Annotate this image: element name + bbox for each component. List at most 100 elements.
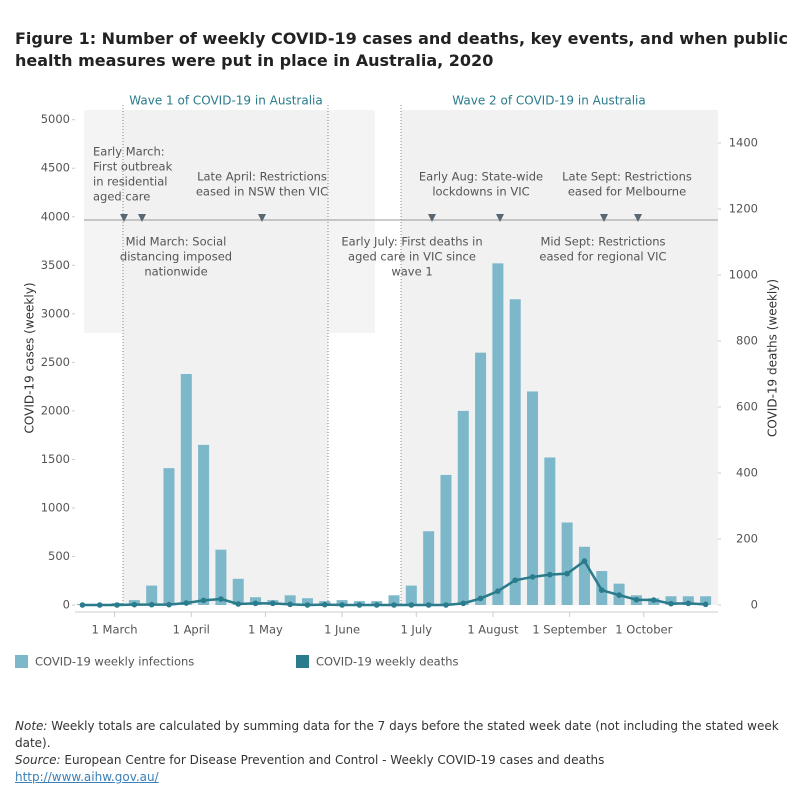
point [495,588,501,594]
point [287,601,293,608]
source-text: European Centre for Disease Prevention a… [64,753,605,767]
point [598,587,605,593]
point [443,602,449,608]
bar [665,596,677,605]
point [529,574,536,580]
event-marker [120,214,128,222]
event-marker [258,214,266,222]
point [131,601,138,608]
point [581,558,588,564]
wave-1-area [123,110,328,605]
y2-tick-label: 200 [736,532,758,546]
point [356,602,363,608]
point [148,601,155,608]
footer: Note: Weekly totals are calculated by su… [15,718,800,786]
y-tick-label: 5000 [41,112,70,126]
source: Source: European Centre for Disease Prev… [15,752,800,769]
bar [578,546,590,605]
point [702,601,709,608]
point [321,601,328,608]
point [270,600,276,607]
source-label: Source: [15,753,61,767]
point [339,602,345,608]
y-tick-label: 1000 [41,500,70,514]
y2-tick-label: 1200 [729,202,758,216]
point [616,592,622,598]
bar [509,299,521,605]
point [79,602,86,608]
point [564,570,570,577]
annotation: aged care in VIC since [348,250,476,264]
bar [561,522,573,605]
y-tick-label: 3500 [41,258,70,272]
point [166,601,172,608]
event-marker [634,214,642,222]
point [512,577,519,584]
point [408,602,415,608]
y2-tick-label: 0 [751,598,758,612]
bar [180,374,192,605]
bar [388,595,400,605]
legend-swatch [296,655,309,668]
point [633,596,640,603]
annotation: Mid March: Social [126,235,227,249]
annotation: eased for regional VIC [539,250,666,264]
annotation: eased in NSW then VIC [196,185,328,199]
x-tick-label: 1 July [400,623,432,637]
annotation: distancing imposed [120,250,232,264]
y-tick-label: 0 [63,598,70,612]
y-tick-label: 4000 [41,209,70,223]
annotation: Late Sept: Restrictions [562,170,692,184]
bar [423,531,435,605]
bar [544,457,556,605]
bar [405,585,417,605]
point [477,595,484,602]
chart-title: Figure 1: Number of weekly COVID-19 case… [15,29,788,70]
annotation: Early March: [93,145,165,159]
wave-2-area [401,110,718,605]
bar [232,578,244,605]
bar [492,263,504,605]
annotation: Late April: Restrictions [197,170,327,184]
annotation: Early Aug: State-wide [419,170,543,184]
point [114,602,120,608]
bar [301,598,313,605]
note-label: Note: [15,719,48,733]
annotation: Early July: First deaths in [341,235,482,249]
y-tick-label: 4500 [41,161,70,175]
y2-tick-label: 400 [736,466,758,480]
point [668,600,674,607]
point [685,600,692,607]
y-tick-label: 1500 [41,452,70,466]
point [373,602,380,608]
point [183,600,190,606]
point [650,597,657,603]
bar [215,549,227,605]
point [235,601,242,607]
x-tick-label: 1 October [615,623,672,637]
point [252,600,259,607]
x-tick-label: 1 April [173,623,210,637]
note-text: Weekly totals are calculated by summing … [15,719,779,750]
note: Note: Weekly totals are calculated by su… [15,718,800,752]
bar [700,596,712,605]
legend-label: COVID-19 weekly deaths [316,655,459,669]
link[interactable]: http://www.aihw.gov.au/ [15,770,159,784]
x-tick-label: 1 June [324,623,360,637]
point [391,602,397,608]
event-marker [138,214,146,222]
wave-label: Wave 1 of COVID-19 in Australia [129,94,322,108]
point [218,596,224,602]
point [425,602,432,608]
wave-label: Wave 2 of COVID-19 in Australia [452,94,645,108]
point [547,571,553,578]
annotation: eased for Melbourne [568,185,686,199]
annotation: in residential [93,175,168,189]
bar [284,595,296,605]
y2-tick-label: 800 [736,334,758,348]
annotation: aged care [93,190,150,204]
y-axis-title: COVID-19 cases (weekly) [23,283,37,434]
x-tick-label: 1 May [248,623,283,637]
